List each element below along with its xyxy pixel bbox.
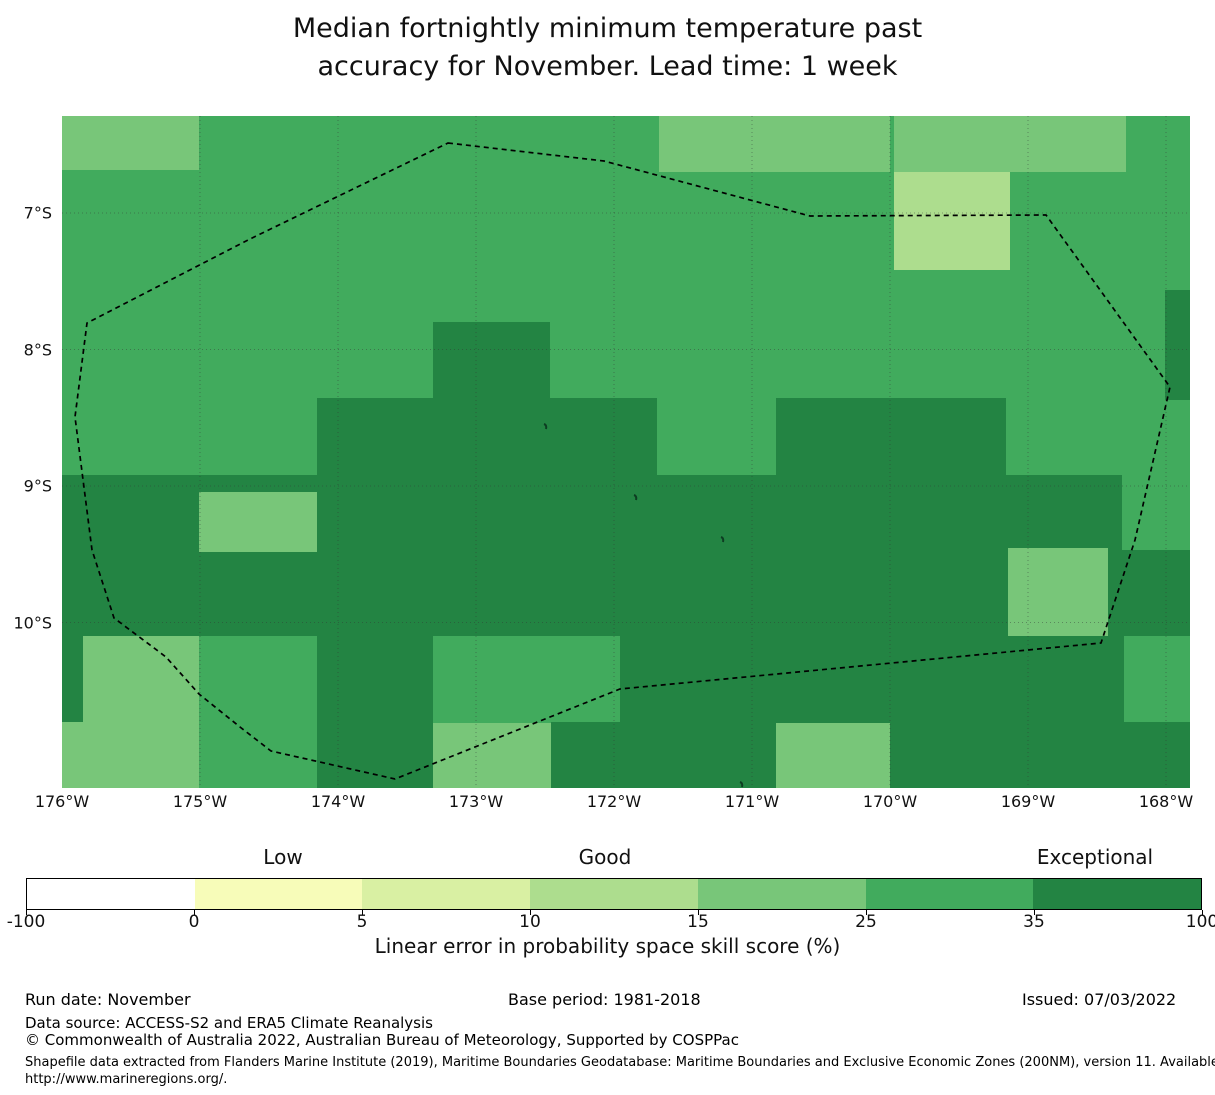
- y-tick-label: 10°S: [13, 613, 52, 632]
- map-cell: [83, 636, 199, 788]
- map-cell: [62, 722, 83, 788]
- colorbar-tick-label: -100: [6, 912, 46, 932]
- island-mark-swains: [739, 781, 744, 788]
- x-tick-label: 176°W: [34, 792, 90, 811]
- colorbar-tick-label: 0: [188, 912, 200, 932]
- colorbar-axis-label: Linear error in probability space skill …: [374, 934, 841, 958]
- colorbar-segment: [865, 879, 1034, 909]
- map-cell: [659, 116, 890, 172]
- colorbar-tick-mark: [530, 910, 531, 915]
- eez-boundary: [74, 142, 1171, 780]
- colorbar-category-label-good: Good: [578, 845, 632, 869]
- map-cell: [1122, 550, 1190, 636]
- footer-shapefile-url: http://www.marineregions.org/.: [25, 1072, 228, 1087]
- y-tick-label: 9°S: [23, 476, 52, 496]
- map-cell: [776, 723, 890, 788]
- colorbar-segment: [530, 879, 698, 909]
- map-cell: [894, 172, 1010, 270]
- footer-run-date: Run date: November: [25, 990, 191, 1009]
- colorbar-segment: [27, 879, 195, 909]
- island-mark-nukunonu: [633, 494, 638, 501]
- colorbar-tick-mark: [698, 910, 699, 915]
- map-cell: [317, 398, 657, 475]
- colorbar-segment: [697, 879, 866, 909]
- island-mark-atafu: [543, 423, 548, 430]
- colorbar-tick-label: 25: [855, 912, 877, 932]
- footer-shapefile-line1: Shapefile data extracted from Flanders M…: [25, 1055, 1215, 1070]
- chart-title: Median fortnightly minimum temperature p…: [0, 10, 1215, 86]
- x-tick-label: 168°W: [1138, 792, 1194, 811]
- map-cell: [1165, 290, 1190, 400]
- map-cell: [199, 492, 317, 552]
- colorbar-tick-label: 15: [687, 912, 709, 932]
- map-cell: [317, 636, 433, 788]
- x-tick-label: 174°W: [310, 792, 366, 811]
- colorbar-category-label-low: Low: [263, 845, 303, 869]
- colorbar-tick-label: 10: [519, 912, 541, 932]
- colorbar-tick-mark: [26, 910, 27, 915]
- map-cell: [1124, 722, 1190, 788]
- island-mark-fakaofo: [720, 536, 725, 543]
- colorbar-tick-mark: [866, 910, 867, 915]
- x-tick-label: 172°W: [586, 792, 642, 811]
- colorbar-tick-label: 35: [1023, 912, 1045, 932]
- map-cell: [1008, 548, 1108, 636]
- colorbar-segment: [362, 879, 531, 909]
- colorbar-tick-label: 5: [356, 912, 368, 932]
- footer-copyright: © Commonwealth of Australia 2022, Austra…: [25, 1031, 739, 1049]
- map-cell: [894, 116, 1126, 172]
- footer-data-source: Data source: ACCESS-S2 and ERA5 Climate …: [25, 1014, 433, 1032]
- x-tick-label: 169°W: [1000, 792, 1056, 811]
- x-tick-label: 170°W: [862, 792, 918, 811]
- footer-base-period: Base period: 1981-2018: [508, 990, 701, 1009]
- map-cell: [62, 636, 83, 722]
- x-tick-label: 173°W: [448, 792, 504, 811]
- map-cell: [433, 723, 551, 788]
- map-cell: [62, 116, 199, 170]
- footer-issued: Issued: 07/03/2022: [1022, 990, 1177, 1009]
- map-cell: [551, 722, 620, 788]
- colorbar-tick-mark: [1034, 910, 1035, 915]
- y-tick-label: 7°S: [23, 203, 52, 223]
- chart-title-line1: Median fortnightly minimum temperature p…: [292, 13, 923, 44]
- colorbar-tick-mark: [362, 910, 363, 915]
- chart-title-line2: accuracy for November. Lead time: 1 week: [317, 51, 898, 82]
- x-tick-label: 175°W: [172, 792, 228, 811]
- map-cell: [433, 322, 550, 398]
- map-cell: [776, 398, 1006, 475]
- y-tick-label: 8°S: [23, 340, 52, 359]
- x-tick-label: 171°W: [724, 792, 780, 811]
- colorbar-segment: [194, 879, 363, 909]
- colorbar: [26, 878, 1202, 910]
- colorbar-tick-mark: [194, 910, 195, 915]
- map-plot: [62, 116, 1190, 788]
- colorbar-tick-label: 100: [1185, 912, 1215, 932]
- colorbar-tick-mark: [1202, 910, 1203, 915]
- colorbar-category-label-exceptional: Exceptional: [1036, 845, 1154, 869]
- colorbar-segment: [1033, 879, 1202, 909]
